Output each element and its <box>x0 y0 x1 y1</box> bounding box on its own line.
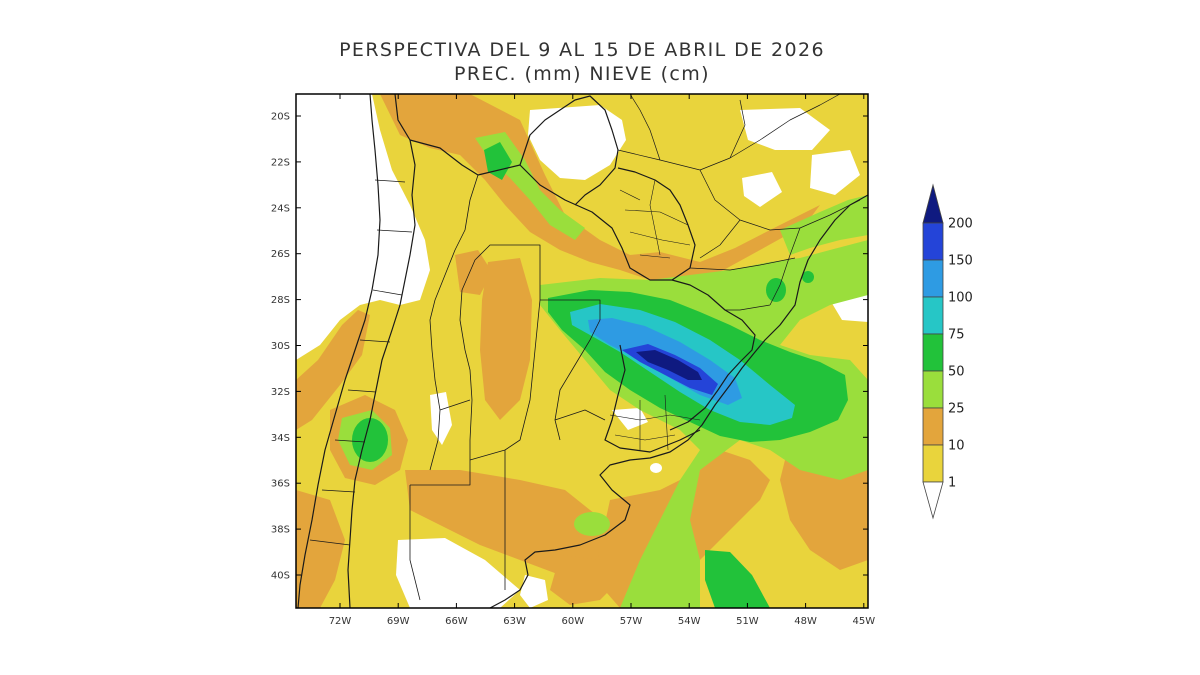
title-line-2: PREC. (mm) NIEVE (cm) <box>454 63 710 85</box>
dry-area-valdes <box>520 575 548 608</box>
lightgreen-coast-north <box>780 195 868 255</box>
lon-tick-label: 48W <box>794 616 817 627</box>
legend-swatch <box>922 296 944 335</box>
uruguay-border <box>604 344 701 453</box>
lat-tick-label: 28S <box>271 295 290 306</box>
orange-south-coast <box>550 555 620 605</box>
legend-label: 200 <box>948 217 973 232</box>
green-mendoza <box>352 418 388 462</box>
dry-area-central-2 <box>430 392 452 445</box>
pacific-coastline <box>297 94 381 608</box>
lon-tick-label: 69W <box>387 616 410 627</box>
lat-tick-label: 34S <box>271 433 290 444</box>
latitude-axis: 20S 22S 24S 26S 28S 30S 32S 34S 36S 38S 40S <box>271 112 868 582</box>
lon-tick-label: 54W <box>678 616 701 627</box>
dry-area-brazil-east <box>810 150 860 195</box>
lon-tick-label: 60W <box>561 616 584 627</box>
brazil-argentina-border <box>669 279 756 431</box>
legend-swatch-200-plus <box>922 183 944 224</box>
legend-label: 10 <box>948 439 965 454</box>
legend-label: 75 <box>948 328 965 343</box>
lat-tick-label: 32S <box>271 387 290 398</box>
lat-tick-label: 26S <box>271 249 290 260</box>
map-frame <box>295 93 869 609</box>
legend-label: 25 <box>948 402 965 417</box>
legend-swatch <box>922 407 944 446</box>
dry-area-mato-grosso <box>742 172 782 207</box>
legend-label: 100 <box>948 291 973 306</box>
legend-label: 150 <box>948 254 973 269</box>
orange-salta <box>455 250 492 295</box>
legend-label: 1 <box>948 476 956 491</box>
orange-andes-south <box>296 490 345 608</box>
lon-tick-label: 57W <box>620 616 643 627</box>
lon-tick-label: 51W <box>736 616 759 627</box>
paraguay-departments <box>619 179 691 259</box>
lat-tick-label: 20S <box>271 112 290 123</box>
green-chaco <box>484 142 512 180</box>
legend-swatch <box>922 444 944 483</box>
lon-tick-label: 66W <box>445 616 468 627</box>
dry-area-brazil-north <box>740 108 830 150</box>
dry-area-andes-north <box>296 94 430 360</box>
navy-core <box>636 350 702 380</box>
green-east-1 <box>766 278 786 302</box>
atlantic-coastline <box>489 194 868 608</box>
legend-swatch <box>922 333 944 372</box>
legend-swatch <box>922 259 944 298</box>
dry-area-uruguay <box>612 408 648 430</box>
legend-swatch <box>922 222 944 261</box>
andes-border <box>347 94 416 608</box>
green-ocean-south <box>705 550 770 608</box>
color-legend: 200 150 100 75 50 25 10 1 <box>922 183 973 520</box>
province-boundaries-argentina <box>409 174 606 601</box>
lightgreen-pampa <box>574 512 610 536</box>
legend-swatch <box>922 370 944 409</box>
lon-tick-label: 45W <box>852 616 875 627</box>
title-line-1: PERSPECTIVA DEL 9 AL 15 DE ABRIL DE 2026 <box>339 39 825 61</box>
legend-swatch-below-1 <box>922 481 944 520</box>
lat-tick-label: 30S <box>271 341 290 352</box>
longitude-axis: 72W 69W 66W 63W 60W 57W 54W 51W 48W 45W <box>329 94 875 627</box>
orange-central <box>480 258 532 420</box>
brazil-states <box>617 94 861 311</box>
uruguay-departments <box>609 394 701 451</box>
precipitation-field <box>296 94 868 608</box>
lat-tick-label: 22S <box>271 157 290 168</box>
lat-tick-label: 24S <box>271 203 290 214</box>
dry-area-small <box>650 463 662 473</box>
lat-tick-label: 38S <box>271 525 290 536</box>
chile-regions <box>309 179 413 546</box>
orange-band-west <box>296 310 370 430</box>
bolivia-border <box>409 95 619 206</box>
lat-tick-label: 40S <box>271 571 290 582</box>
lat-tick-label: 36S <box>271 479 290 490</box>
legend-label: 50 <box>948 365 965 380</box>
orange-pampa-south <box>405 470 650 575</box>
dry-area-bolivia <box>528 105 626 180</box>
map-title: PERSPECTIVA DEL 9 AL 15 DE ABRIL DE 2026… <box>282 38 882 86</box>
lon-tick-label: 63W <box>503 616 526 627</box>
dry-area-patagonia <box>396 538 520 608</box>
political-boundaries <box>297 94 868 608</box>
green-east-2 <box>802 271 814 283</box>
lon-tick-label: 72W <box>329 616 352 627</box>
